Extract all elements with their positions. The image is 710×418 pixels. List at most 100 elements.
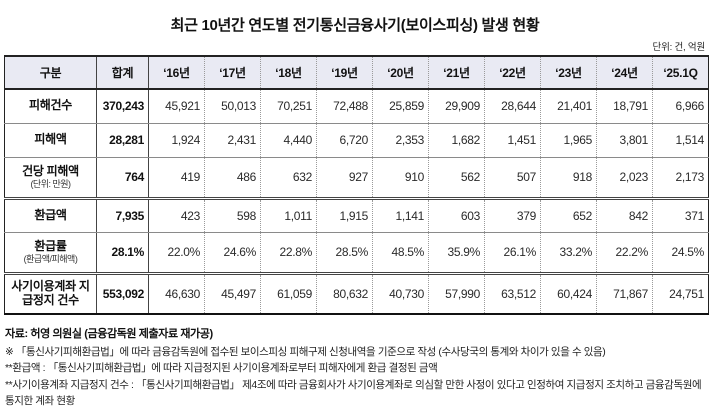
- cell: 652: [540, 198, 597, 233]
- col-header-y16: ‘16년: [148, 56, 205, 90]
- row-label: 피해건수: [4, 89, 97, 124]
- table-header-row: 구분 합계 ‘16년 ‘17년 ‘18년 ‘19년 ‘20년 ‘21년 ‘22년…: [4, 56, 709, 90]
- col-header-gubun: 구분: [4, 56, 97, 90]
- table-row-damage-amount: 피해액 28,281 1,924 2,431 4,440 6,720 2,353…: [4, 123, 709, 158]
- stats-table: 구분 합계 ‘16년 ‘17년 ‘18년 ‘19년 ‘20년 ‘21년 ‘22년…: [4, 55, 709, 315]
- cell: 562: [428, 157, 485, 200]
- cell: 50,013: [204, 89, 261, 124]
- col-header-y18: ‘18년: [260, 56, 317, 90]
- row-sublabel: (환급액/피해액): [23, 253, 78, 264]
- cell: 21,401: [540, 89, 597, 124]
- cell: 48.5%: [372, 232, 429, 275]
- cell: 24.5%: [652, 232, 709, 275]
- row-label: 건당 피해액 (단위: 만원): [4, 157, 97, 200]
- cell: 1,915: [316, 198, 373, 233]
- cell-total: 28,281: [96, 123, 149, 158]
- cell: 842: [596, 198, 653, 233]
- cell: 22.2%: [596, 232, 653, 275]
- row-label: 환급액: [4, 198, 97, 233]
- cell: 24,751: [669, 286, 704, 301]
- cell: 22.0%: [148, 232, 205, 275]
- cell: 910: [372, 157, 429, 200]
- cell: 2,023: [596, 157, 653, 200]
- cell: 28,644: [484, 89, 541, 124]
- cell: 71,867: [596, 273, 653, 314]
- cell-total: 764: [96, 157, 149, 200]
- col-header-y22: ‘22년: [484, 56, 541, 90]
- col-header-y21: ‘21년: [428, 56, 485, 90]
- cell: 35.9%: [428, 232, 485, 275]
- cell: 1,514: [652, 123, 709, 158]
- cell: 26.1%: [484, 232, 541, 275]
- footnote-1: ※ 「통신사기피해환급법」에 따라 금융감독원에 접수된 보이스피싱 피해구제 …: [5, 346, 606, 358]
- table-row-victim-count: 피해건수 370,243 45,921 50,013 70,251 72,488…: [4, 89, 709, 124]
- col-header-y19: ‘19년: [316, 56, 373, 90]
- footnote-3: **사기이용계좌 지급정지 건수 : 「통신사기피해환급법」 제4조에 따라 금…: [5, 378, 702, 407]
- cell: 70,251: [260, 89, 317, 124]
- col-header-y23: ‘23년: [540, 56, 597, 90]
- cell-total: 28.1%: [96, 232, 149, 275]
- col-header-y20: ‘20년: [372, 56, 429, 90]
- cell: 2,173: [652, 157, 709, 200]
- cell: 28.5%: [316, 232, 373, 275]
- cell: 2,353: [372, 123, 429, 158]
- cell: 371: [652, 198, 709, 233]
- cell: 45,497: [204, 273, 261, 314]
- row-sublabel: (단위: 만원): [30, 178, 71, 189]
- cell: 40,730: [372, 273, 429, 314]
- source-note: 자료: 허영 의원실 (금융감독원 제출자료 재가공): [5, 328, 213, 340]
- cell: 33.2%: [540, 232, 597, 275]
- cell: 60,424: [540, 273, 597, 314]
- cell: 1,011: [260, 198, 317, 233]
- table-row-refund-rate: 환급률 (환급액/피해액) 28.1% 22.0% 24.6% 22.8% 28…: [4, 232, 709, 275]
- cell: 1,682: [428, 123, 485, 158]
- cell: 72,488: [316, 89, 373, 124]
- cell: 379: [484, 198, 541, 233]
- cell: 63,512: [484, 273, 541, 314]
- cell: 22.8%: [260, 232, 317, 275]
- cell: 80,632: [316, 273, 373, 314]
- cell: 4,440: [260, 123, 317, 158]
- cell: 25,859: [372, 89, 429, 124]
- cell: 423: [148, 198, 205, 233]
- row-label: 환급률 (환급액/피해액): [4, 232, 97, 275]
- table-row-damage-per-case: 건당 피해액 (단위: 만원) 764 419 486 632 927 910 …: [4, 157, 709, 200]
- col-header-25q1: ‘25.1Q: [652, 56, 709, 90]
- page-title: 최근 10년간 연도별 전기통신금융사기(보이스피싱) 발생 현황: [170, 17, 540, 34]
- cell: 61,059: [260, 273, 317, 314]
- cell: 598: [204, 198, 261, 233]
- cell: 24.6%: [204, 232, 261, 275]
- table-row-refund-amount: 환급액 7,935 423 598 1,011 1,915 1,141 603 …: [4, 198, 709, 233]
- cell: 18,791: [596, 89, 653, 124]
- cell: 45,921: [148, 89, 205, 124]
- cell: 57,990: [428, 273, 485, 314]
- cell: 927: [316, 157, 373, 200]
- cell: 1,451: [484, 123, 541, 158]
- cell-total: 7,935: [96, 198, 149, 233]
- cell: 918: [540, 157, 597, 200]
- row-label: 피해액: [4, 123, 97, 158]
- cell: 1,141: [372, 198, 429, 233]
- cell: 603: [428, 198, 485, 233]
- cell: 1,924: [148, 123, 205, 158]
- cell: 507: [484, 157, 541, 200]
- cell: 3,801: [596, 123, 653, 158]
- row-label: 사기이용계좌 지급정지 건수: [4, 273, 97, 314]
- cell: 6,966: [652, 89, 709, 124]
- cell: 632: [260, 157, 317, 200]
- cell: 1,965: [540, 123, 597, 158]
- cell: 419: [148, 157, 205, 200]
- cell: 29,909: [428, 89, 485, 124]
- table-row-suspended-accounts: 사기이용계좌 지급정지 건수 553,092 46,630 45,497 61,…: [4, 273, 709, 314]
- footnotes: 자료: 허영 의원실 (금융감독원 제출자료 재가공) ※ 「통신사기피해환급법…: [5, 325, 705, 409]
- cell: 486: [204, 157, 261, 200]
- cell: 2,431: [204, 123, 261, 158]
- cell-total: 553,092: [96, 273, 149, 314]
- cell-total: 370,243: [96, 89, 149, 124]
- footnote-2: **환급액 : 「통신사기피해환급법」에 따라 지급정지된 사기이용계좌로부터 …: [5, 362, 438, 375]
- col-header-y24: ‘24년: [596, 56, 653, 90]
- col-header-y17: ‘17년: [204, 56, 261, 90]
- col-header-total: 합계: [96, 56, 149, 90]
- cell: 46,630: [148, 273, 205, 314]
